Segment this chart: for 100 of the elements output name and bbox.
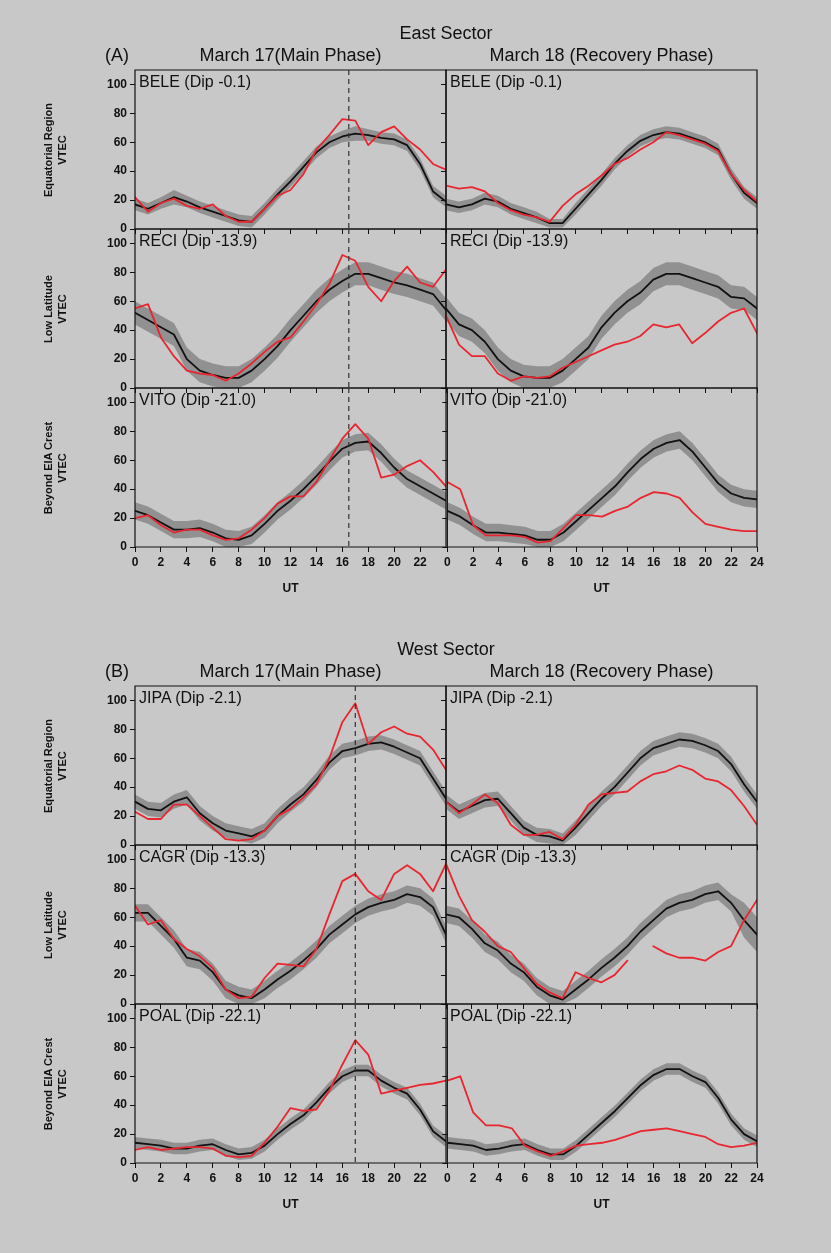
chart-title: CAGR (Dip -13.3) — [450, 848, 577, 866]
x-axis-title: UT — [282, 581, 299, 595]
y-tick-label: 100 — [106, 1010, 128, 1025]
x-tick-label: 4 — [495, 554, 503, 569]
y-tick-label: 0 — [120, 837, 128, 852]
x-tick-label: 10 — [569, 554, 584, 569]
chart-title: RECI (Dip -13.9) — [139, 232, 258, 250]
y-tick-label: 40 — [113, 779, 128, 794]
x-tick-label: 4 — [183, 1170, 191, 1185]
x-tick-label: 2 — [469, 1170, 477, 1185]
y-tick-label: 80 — [113, 423, 128, 438]
y-axis-title: Low Latitude VTEC — [41, 274, 69, 343]
chart-title: BELE (Dip -0.1) — [450, 73, 563, 91]
chart-title: POAL (Dip -22.1) — [139, 1007, 262, 1025]
x-tick-label: 6 — [521, 1170, 529, 1185]
chart-title: CAGR (Dip -13.3) — [139, 848, 266, 866]
y-tick-label: 20 — [113, 808, 128, 823]
x-tick-label: 8 — [547, 1170, 555, 1185]
text: (A) — [105, 45, 129, 66]
chart-title: VITO (Dip -21.0) — [139, 391, 257, 409]
x-tick-label: 0 — [131, 1170, 139, 1185]
y-tick-label: 100 — [106, 851, 128, 866]
x-tick-label: 14 — [621, 1170, 635, 1185]
y-axis-title: Equatorial Region VTEC — [41, 102, 69, 197]
chart-title: VITO (Dip -21.0) — [450, 391, 568, 409]
y-tick-label: 20 — [113, 351, 128, 366]
y-tick-label: 20 — [113, 510, 128, 525]
text: (B) — [105, 661, 129, 682]
y-tick-label: 100 — [106, 76, 128, 91]
x-tick-label: 20 — [698, 1170, 713, 1185]
y-tick-label: 100 — [106, 235, 128, 250]
y-axis-title: Beyond EIA Crest VTEC — [41, 1037, 69, 1130]
x-tick-label: 10 — [569, 1170, 584, 1185]
chart-title: JIPA (Dip -2.1) — [139, 689, 242, 707]
x-tick-label: 0 — [443, 554, 451, 569]
y-tick-label: 80 — [113, 264, 128, 279]
x-tick-label: 24 — [750, 1170, 764, 1185]
y-tick-label: 40 — [113, 322, 128, 337]
y-tick-label: 100 — [106, 394, 128, 409]
x-tick-label: 0 — [131, 554, 139, 569]
x-tick-label: 2 — [157, 1170, 165, 1185]
x-tick-label: 16 — [335, 554, 350, 569]
y-tick-label: 0 — [120, 1155, 128, 1170]
x-tick-label: 6 — [209, 554, 217, 569]
y-tick-label: 0 — [120, 539, 128, 554]
y-tick-label: 100 — [106, 692, 128, 707]
x-tick-label: 10 — [257, 1170, 272, 1185]
x-tick-label: 20 — [387, 554, 402, 569]
x-tick-label: 0 — [443, 1170, 451, 1185]
y-tick-label: 60 — [113, 909, 128, 924]
x-tick-label: 2 — [469, 554, 477, 569]
x-tick-label: 18 — [672, 1170, 687, 1185]
x-tick-label: 12 — [283, 554, 298, 569]
y-tick-label: 60 — [113, 1068, 128, 1083]
y-tick-label: 40 — [113, 481, 128, 496]
y-tick-label: 20 — [113, 967, 128, 982]
chart-subtitle: March 17(Main Phase) — [199, 45, 382, 66]
text: East Sector — [399, 23, 493, 44]
x-tick-label: 18 — [672, 554, 687, 569]
x-tick-label: 2 — [157, 554, 165, 569]
x-tick-label: 18 — [361, 1170, 376, 1185]
x-tick-label: 8 — [235, 1170, 243, 1185]
x-tick-label: 6 — [521, 554, 529, 569]
x-tick-label: 22 — [724, 1170, 739, 1185]
y-tick-label: 0 — [120, 996, 128, 1011]
x-axis-title: UT — [282, 1197, 299, 1211]
chart-title: JIPA (Dip -2.1) — [450, 689, 553, 707]
x-tick-label: 8 — [235, 554, 243, 569]
x-tick-label: 16 — [335, 1170, 350, 1185]
x-tick-label: 6 — [209, 1170, 217, 1185]
x-tick-label: 12 — [595, 1170, 610, 1185]
x-tick-label: 16 — [647, 554, 661, 569]
y-tick-label: 40 — [113, 1097, 128, 1112]
x-axis-title: UT — [593, 581, 610, 595]
x-tick-label: 18 — [361, 554, 376, 569]
x-tick-label: 12 — [283, 1170, 298, 1185]
y-tick-label: 20 — [113, 1126, 128, 1141]
chart-title: POAL (Dip -22.1) — [450, 1007, 573, 1025]
y-tick-label: 60 — [113, 134, 128, 149]
x-tick-label: 14 — [309, 1170, 324, 1185]
y-axis-title: Beyond EIA Crest VTEC — [41, 421, 69, 514]
x-axis-title: UT — [593, 1197, 610, 1211]
y-tick-label: 0 — [120, 380, 128, 395]
y-tick-label: 20 — [113, 192, 128, 207]
x-tick-label: 24 — [750, 554, 764, 569]
y-tick-label: 0 — [120, 221, 128, 236]
x-tick-label: 22 — [724, 554, 739, 569]
y-tick-label: 40 — [113, 938, 128, 953]
x-tick-label: 12 — [595, 554, 610, 569]
y-tick-label: 40 — [113, 163, 128, 178]
x-tick-label: 22 — [413, 554, 428, 569]
text: West Sector — [397, 639, 495, 660]
y-tick-label: 60 — [113, 452, 128, 467]
chart-subtitle: March 18 (Recovery Phase) — [489, 45, 714, 66]
chart-title: BELE (Dip -0.1) — [139, 73, 252, 91]
x-tick-label: 20 — [387, 1170, 402, 1185]
y-tick-label: 80 — [113, 1039, 128, 1054]
x-tick-label: 8 — [547, 554, 555, 569]
y-tick-label: 60 — [113, 293, 128, 308]
x-tick-label: 16 — [647, 1170, 661, 1185]
